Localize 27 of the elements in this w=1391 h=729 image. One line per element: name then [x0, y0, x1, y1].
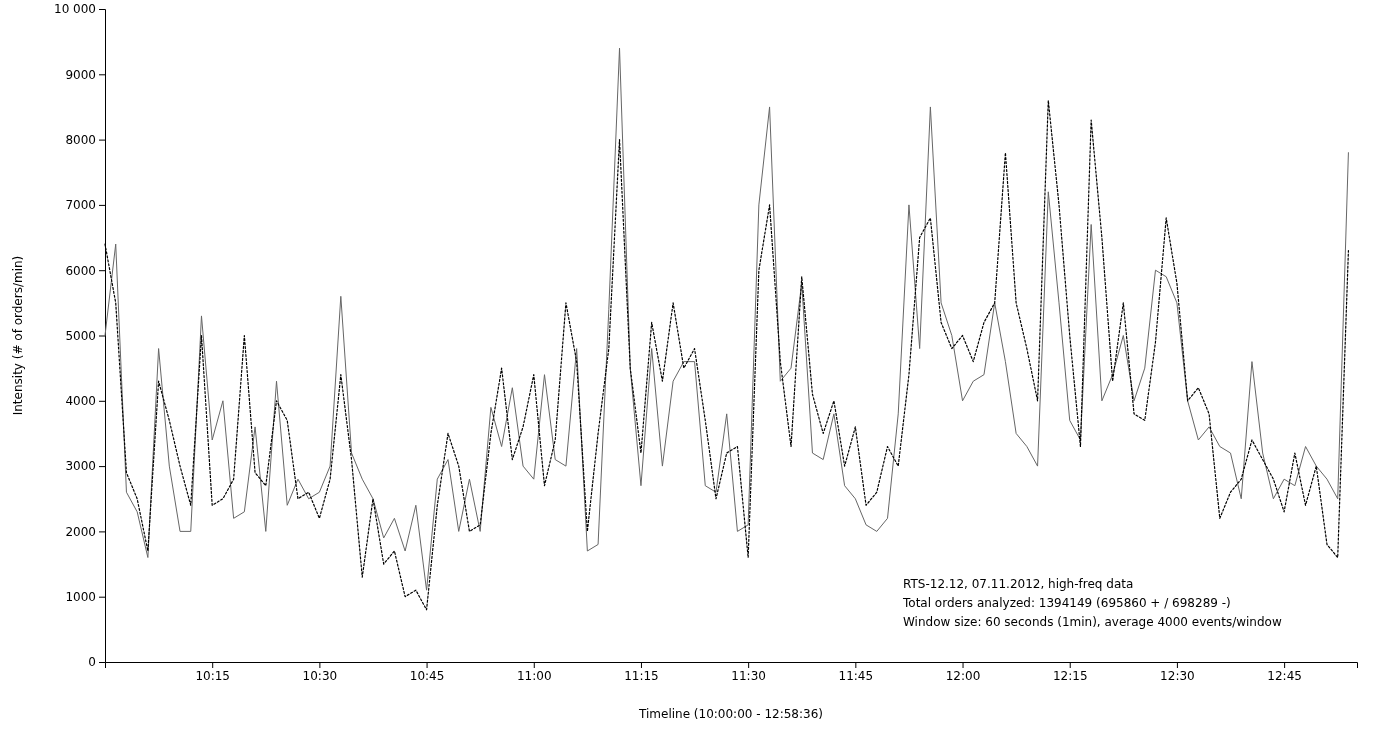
- y-tick-label: 1000: [65, 590, 96, 605]
- y-tick-label: 7000: [65, 198, 96, 213]
- x-tick-label: 12:45: [1267, 668, 1302, 683]
- x-tick-label: 10:30: [302, 668, 338, 683]
- y-tick-label: 2000: [65, 524, 96, 539]
- y-tick-label: 6000: [65, 263, 96, 278]
- x-tick-label: 10:45: [409, 668, 445, 683]
- y-tick-label: 4000: [65, 394, 96, 409]
- x-tick-label: 12:30: [1160, 668, 1195, 683]
- annotation: Window size: 60 seconds (1min), average 4000 events/window: [903, 615, 1282, 629]
- x-tick-label: 11:00: [516, 668, 552, 683]
- annotation: RTS-12.12, 07.11.2012, high-freq data: [903, 577, 1134, 591]
- y-axis-title: Intensity (# of orders/min): [11, 255, 25, 416]
- y-tick-label: 5000: [65, 328, 96, 343]
- y-tick-label: 9000: [65, 67, 96, 82]
- x-tick-label: 12:00: [945, 668, 981, 683]
- y-tick-label: 3000: [65, 459, 96, 474]
- x-axis-title: Timeline (10:00:00 - 12:58:36): [638, 707, 823, 721]
- y-tick-label: 8000: [65, 132, 96, 147]
- y-tick-label: 0: [88, 655, 96, 670]
- x-tick-label: 11:45: [838, 668, 874, 683]
- x-tick-label: 11:15: [624, 668, 659, 683]
- x-tick-label: 11:30: [731, 668, 766, 683]
- x-tick-label: 10:15: [195, 668, 230, 683]
- annotation: Total orders analyzed: 1394149 (695860 + / 698289 -): [902, 596, 1231, 610]
- y-tick-label: 10 000: [54, 2, 96, 17]
- x-tick-label: 12:15: [1052, 668, 1088, 683]
